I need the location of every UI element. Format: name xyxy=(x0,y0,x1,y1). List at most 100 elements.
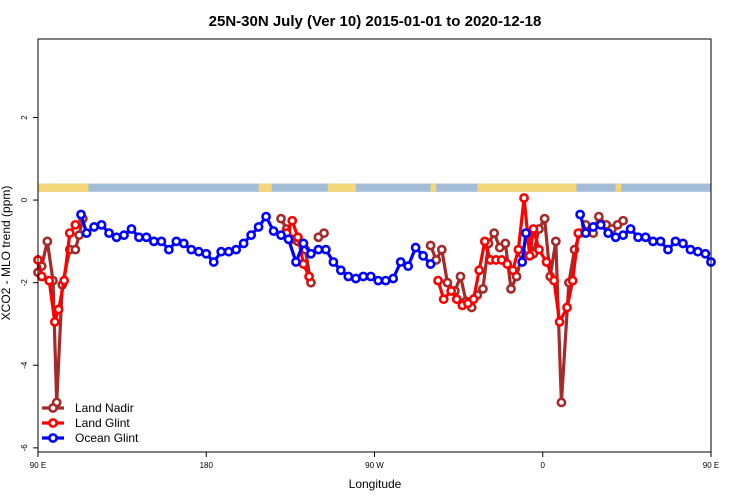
data-point-land-glint xyxy=(64,228,75,239)
data-point-ocean-glint xyxy=(358,271,369,282)
data-point-ocean-glint xyxy=(111,232,122,243)
data-point-ocean-glint xyxy=(670,236,681,247)
data-point-ocean-glint xyxy=(343,271,354,282)
data-point-ocean-glint xyxy=(685,244,696,255)
data-point-ocean-glint xyxy=(335,265,346,276)
x-tick-label: 0 xyxy=(541,461,546,470)
data-point-ocean-glint xyxy=(163,244,174,255)
data-point-ocean-glint xyxy=(156,236,167,247)
legend-label: Ocean Glint xyxy=(75,431,139,445)
data-point-ocean-glint xyxy=(648,236,658,247)
data-point-ocean-glint xyxy=(246,230,257,241)
data-point-ocean-glint xyxy=(625,224,636,234)
data-point-ocean-glint xyxy=(223,246,234,257)
data-point-land-glint xyxy=(524,250,535,261)
land-band xyxy=(327,183,356,192)
y-tick-label: 0 xyxy=(20,197,29,202)
data-point-ocean-glint xyxy=(141,232,152,243)
data-point-ocean-glint xyxy=(328,257,339,267)
data-point-ocean-glint xyxy=(119,230,129,241)
data-point-land-glint xyxy=(474,265,485,276)
data-point-land-glint xyxy=(541,257,552,267)
data-point-land-nadir xyxy=(618,215,629,226)
data-point-ocean-glint xyxy=(253,222,264,232)
plot-frame xyxy=(37,38,712,453)
data-point-ocean-glint xyxy=(276,230,286,241)
data-point-ocean-glint xyxy=(365,271,376,282)
data-point-ocean-glint xyxy=(693,246,703,257)
data-point-ocean-glint xyxy=(216,246,227,257)
data-point-land-nadir xyxy=(478,283,488,294)
data-point-ocean-glint xyxy=(126,224,137,234)
data-point-land-nadir xyxy=(425,240,436,251)
data-point-ocean-glint xyxy=(291,257,301,267)
data-point-ocean-glint xyxy=(268,226,279,236)
land-band xyxy=(477,183,577,192)
legend-item-ocean-glint: Ocean Glint xyxy=(42,431,139,445)
data-point-ocean-glint xyxy=(298,238,309,249)
data-point-ocean-glint xyxy=(610,232,621,243)
data-point-land-glint xyxy=(292,232,303,243)
data-point-ocean-glint xyxy=(403,261,414,272)
data-point-land-glint xyxy=(468,294,479,305)
data-point-land-nadir xyxy=(70,244,81,255)
data-point-land-nadir xyxy=(276,213,286,224)
land-band xyxy=(430,183,437,192)
data-point-ocean-glint xyxy=(700,248,711,259)
data-point-ocean-glint xyxy=(678,238,688,249)
data-point-ocean-glint xyxy=(261,211,271,222)
series-ocean-glint xyxy=(76,209,716,286)
data-point-land-nadir xyxy=(455,271,466,282)
data-point-land-glint xyxy=(44,275,55,286)
data-point-land-nadir xyxy=(506,283,516,294)
data-point-ocean-glint xyxy=(663,244,673,255)
data-point-ocean-glint xyxy=(193,246,204,257)
series-layer xyxy=(33,193,716,408)
data-point-ocean-glint xyxy=(320,244,331,255)
data-point-ocean-glint xyxy=(395,257,406,267)
series-line-land-nadir xyxy=(429,215,625,404)
data-point-land-glint xyxy=(433,275,443,286)
data-point-land-glint xyxy=(446,286,457,296)
legend-label: Land Nadir xyxy=(75,401,134,415)
chart-title: 25N-30N July (Ver 10) 2015-01-01 to 2020… xyxy=(209,13,542,30)
data-point-land-glint xyxy=(567,275,578,286)
data-point-land-glint xyxy=(49,317,60,327)
data-point-land-glint xyxy=(451,294,462,305)
data-point-land-nadir xyxy=(74,230,85,241)
legend-swatch-marker xyxy=(48,403,58,413)
y-axis-label: XCO2 - MLO trend (ppm) xyxy=(0,186,13,321)
data-point-land-glint xyxy=(562,302,572,313)
data-point-ocean-glint xyxy=(425,259,436,269)
data-point-land-glint xyxy=(549,275,559,286)
land-band xyxy=(258,183,272,192)
data-point-ocean-glint xyxy=(186,244,197,255)
data-point-land-nadir xyxy=(556,397,567,408)
data-point-ocean-glint xyxy=(178,238,189,249)
data-point-land-nadir xyxy=(436,244,447,255)
data-point-land-nadir xyxy=(489,228,500,239)
data-point-land-nadir xyxy=(500,238,511,249)
data-point-land-glint xyxy=(507,265,518,276)
data-point-ocean-glint xyxy=(201,248,212,259)
data-point-ocean-glint xyxy=(521,228,531,239)
data-point-ocean-glint xyxy=(418,250,429,261)
data-point-ocean-glint xyxy=(171,236,182,247)
data-point-land-nadir xyxy=(550,236,561,247)
data-point-land-nadir xyxy=(319,228,329,239)
data-point-ocean-glint xyxy=(134,232,144,243)
x-tick-label: 180 xyxy=(200,461,214,470)
data-point-ocean-glint xyxy=(618,230,629,241)
data-point-ocean-glint xyxy=(149,236,159,247)
legend-item-land-nadir: Land Nadir xyxy=(42,401,134,415)
data-point-land-glint xyxy=(519,193,529,203)
data-point-ocean-glint xyxy=(633,232,643,243)
data-point-land-glint xyxy=(304,271,314,282)
legend-swatch-marker xyxy=(48,433,58,443)
data-point-land-nadir xyxy=(42,236,53,247)
data-point-ocean-glint xyxy=(517,257,528,267)
data-point-ocean-glint xyxy=(580,228,591,239)
